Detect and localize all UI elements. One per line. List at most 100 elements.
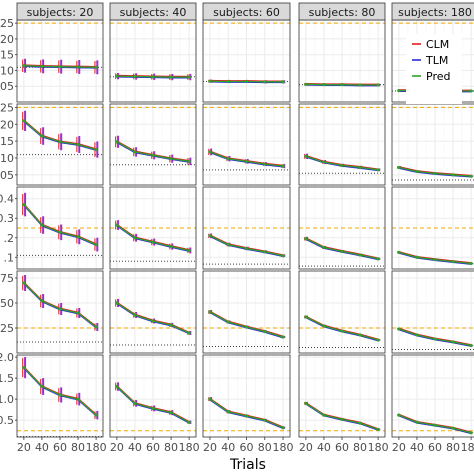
data-point-pred [433, 258, 437, 262]
data-point-pred [133, 313, 137, 317]
data-point-pred [133, 236, 137, 240]
data-point-pred [40, 223, 44, 227]
data-point-pred [169, 323, 173, 327]
strip-label-3: subjects: 80 [309, 6, 376, 19]
data-point-pred [263, 80, 267, 84]
panel-r2-c3 [298, 186, 386, 270]
y-tick-label-r1-2: 15 [0, 135, 14, 148]
panel-r3-c3 [298, 270, 386, 354]
data-point-pred [226, 320, 230, 324]
data-point-pred [304, 237, 308, 241]
data-point-pred [415, 169, 419, 174]
x-tick-label: 60 [428, 441, 442, 454]
x-tick-label: 80 [353, 441, 367, 454]
y-tick-label-r4-0: 0.5 [0, 414, 14, 427]
x-tick-label: 60 [240, 441, 254, 454]
panel-r2-c2 [202, 186, 291, 270]
data-point-pred [397, 165, 401, 170]
data-point-pred [151, 75, 155, 79]
x-tick-label: 20 [203, 441, 217, 454]
data-point-pred [415, 255, 419, 259]
x-tick-label: 60 [53, 441, 67, 454]
y-tick-label-r0-2: 15 [0, 49, 14, 62]
data-point-pred [263, 162, 267, 166]
x-tick-label: 60 [335, 441, 349, 454]
data-point-pred [94, 147, 98, 152]
data-point-pred [22, 119, 26, 123]
data-point-pred [58, 307, 62, 311]
panel-r1-c2 [202, 103, 291, 186]
y-tick-label-r4-2: 1.5 [0, 372, 14, 385]
y-tick-label-r3-0: .25 [0, 322, 14, 335]
data-point-pred [151, 240, 155, 244]
data-point-pred [433, 171, 437, 176]
y-tick-label-r0-0: 05 [0, 80, 14, 93]
data-point-pred [115, 384, 119, 389]
panel-r3-c2 [202, 270, 291, 354]
facet-panels [16, 19, 474, 438]
panel-border [16, 186, 104, 270]
strip-label-1: subjects: 40 [120, 6, 187, 19]
panel-border [109, 103, 197, 186]
data-point-pred [469, 89, 473, 93]
data-point-pred [415, 420, 419, 424]
data-point-pred [40, 299, 44, 303]
data-point-pred [433, 337, 437, 341]
data-point-pred [340, 417, 344, 421]
data-point-pred [244, 414, 249, 418]
y-tick-label-r3-2: .75 [0, 272, 14, 285]
data-point-pred [397, 89, 401, 93]
data-point-pred [115, 301, 119, 305]
data-point-pred [244, 79, 249, 84]
data-point-pred [187, 159, 191, 163]
data-point-pred [376, 168, 380, 172]
strip-label-4: subjects: 180 [398, 6, 472, 19]
y-tick-label-r2-1: .2 [4, 232, 15, 245]
strip-1 [109, 2, 197, 21]
panel-border [298, 103, 386, 186]
panel-border [391, 186, 474, 270]
panel-r4-c2 [202, 354, 291, 438]
strip-0 [16, 2, 104, 21]
x-tick-label: 20 [17, 441, 31, 454]
x-tick-label: 80 [164, 441, 178, 454]
legend-box [406, 34, 462, 104]
data-point-pred [169, 75, 173, 79]
data-point-pred [340, 249, 344, 254]
data-point-pred [397, 327, 401, 331]
panel-r1-c3 [298, 103, 386, 186]
data-point-pred [187, 420, 191, 424]
data-point-pred [376, 257, 380, 261]
data-point-pred [94, 65, 98, 69]
data-point-pred [358, 253, 362, 257]
panel-bg [392, 187, 474, 269]
x-tick-label: 80 [258, 441, 272, 454]
panel-r0-c3 [298, 19, 386, 103]
data-point-pred [281, 335, 285, 339]
data-point-pred [169, 244, 173, 249]
data-point-pred [415, 333, 419, 337]
panel-r2-c1 [109, 186, 197, 270]
data-point-pred [451, 340, 455, 344]
data-point-pred [187, 248, 191, 253]
data-point-pred [358, 83, 362, 87]
y-tick-label-r3-1: .50 [0, 297, 14, 310]
x-tick-label: 40 [128, 441, 142, 454]
data-point-pred [226, 157, 230, 161]
data-point-pred [208, 310, 212, 314]
strip-4 [391, 2, 474, 21]
panel-r0-c2 [202, 19, 291, 103]
panel-border [109, 186, 197, 270]
data-point-pred [340, 83, 344, 87]
x-tick-label: 180 [86, 441, 107, 454]
data-point-pred [322, 83, 326, 87]
panel-border [298, 270, 386, 354]
data-point-pred [151, 319, 155, 323]
data-point-pred [358, 333, 362, 337]
data-point-pred [22, 366, 26, 370]
data-point-pred [376, 83, 380, 87]
panel-r0-c1 [109, 19, 197, 103]
data-point-pred [187, 331, 191, 335]
data-point-pred [115, 74, 119, 78]
